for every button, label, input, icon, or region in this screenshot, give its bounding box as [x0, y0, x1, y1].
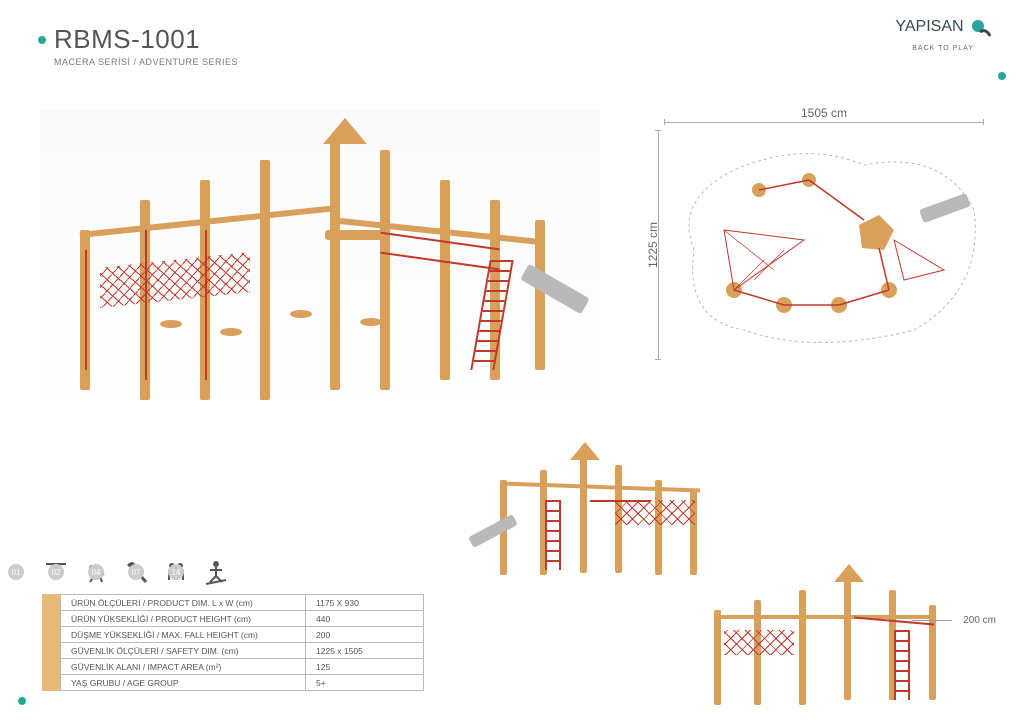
corner-bullet	[998, 72, 1006, 80]
plan-width-label: 1505 cm	[664, 106, 984, 120]
activity-icon-14: 14	[202, 558, 230, 591]
table-row: DÜŞME YÜKSEKLİĞİ / MAX. FALL HEIGHT (cm)…	[61, 627, 424, 643]
plan-view: 1505 cm 1225 cm	[664, 130, 984, 360]
brand-name: YAPISAN	[895, 18, 963, 35]
corner-bullet	[18, 697, 26, 705]
table-row: GÜVENLİK ÖLÇÜLERİ / SAFETY DIM. (cm)1225…	[61, 643, 424, 659]
product-subtitle: MACERA SERİSİ / ADVENTURE SERIES	[54, 57, 238, 67]
icon-badge: 07	[128, 564, 144, 580]
icon-badge: 14	[168, 564, 184, 580]
icon-badge: 01	[8, 564, 24, 580]
spec-label: GÜVENLİK ÖLÇÜLERİ / SAFETY DIM. (cm)	[61, 643, 306, 659]
table-row: GÜVENLİK ALANI / IMPACT AREA (m²)125	[61, 659, 424, 675]
icon-badge: 04	[88, 564, 104, 580]
brand-tagline: BACK TO PLAY	[895, 45, 974, 52]
activity-icons: 01 02 04 07 14	[42, 558, 230, 591]
spec-value: 5+	[306, 675, 424, 691]
spec-label: GÜVENLİK ALANI / IMPACT AREA (m²)	[61, 659, 306, 675]
title-bullet	[38, 36, 46, 44]
spec-value: 200	[306, 627, 424, 643]
height-callout-line	[912, 620, 952, 621]
spec-label: ÜRÜN ÖLÇÜLERİ / PRODUCT DIM. L x W (cm)	[61, 595, 306, 611]
product-code: RBMS-1001	[54, 24, 200, 55]
icon-badge: 02	[48, 564, 64, 580]
spec-value: 125	[306, 659, 424, 675]
spec-label: YAŞ GRUBU / AGE GROUP	[61, 675, 306, 691]
brand-mark-icon	[970, 18, 992, 45]
spec-label: ÜRÜN YÜKSEKLİĞİ / PRODUCT HEIGHT (cm)	[61, 611, 306, 627]
table-row: YAŞ GRUBU / AGE GROUP5+	[61, 675, 424, 691]
brand-logo: YAPISAN BACK TO PLAY	[895, 18, 992, 52]
spec-value: 1175 X 930	[306, 595, 424, 611]
plan-diagram	[664, 130, 984, 360]
spec-label: DÜŞME YÜKSEKLİĞİ / MAX. FALL HEIGHT (cm)	[61, 627, 306, 643]
balance-icon	[202, 558, 230, 586]
height-callout-label: 200 cm	[963, 615, 996, 626]
spec-value: 440	[306, 611, 424, 627]
main-render	[40, 110, 600, 420]
spec-accent-bar	[42, 594, 60, 691]
spec-value: 1225 x 1505	[306, 643, 424, 659]
spec-table: ÜRÜN ÖLÇÜLERİ / PRODUCT DIM. L x W (cm)1…	[42, 594, 424, 691]
alt-render-2: 200 cm	[694, 560, 994, 710]
product-header: RBMS-1001 MACERA SERİSİ / ADVENTURE SERI…	[38, 24, 238, 67]
table-row: ÜRÜN ÖLÇÜLERİ / PRODUCT DIM. L x W (cm)1…	[61, 595, 424, 611]
table-row: ÜRÜN YÜKSEKLİĞİ / PRODUCT HEIGHT (cm)440	[61, 611, 424, 627]
